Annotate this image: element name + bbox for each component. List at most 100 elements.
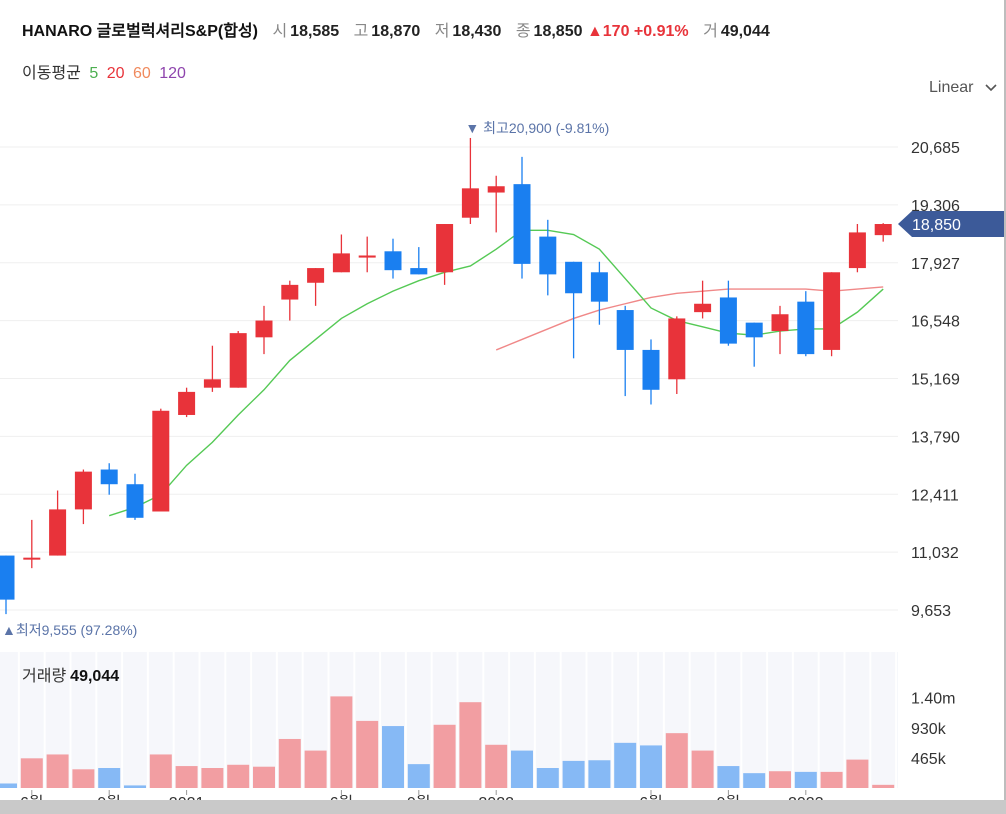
volume-bar bbox=[20, 758, 43, 788]
candle-body bbox=[616, 310, 634, 350]
candle-body bbox=[100, 469, 118, 485]
candle-body bbox=[74, 471, 92, 510]
price-tick-label: 11,032 bbox=[911, 545, 959, 562]
high-value: 18,870 bbox=[371, 23, 421, 40]
volume-bar bbox=[407, 764, 430, 788]
candle-body bbox=[49, 509, 67, 556]
scale-label: Linear bbox=[929, 79, 974, 96]
low-value: 18,430 bbox=[452, 23, 502, 40]
candle-body bbox=[642, 349, 660, 390]
last-price-badge bbox=[898, 211, 1004, 238]
x-tick-label: 2023 bbox=[788, 795, 824, 800]
volume-bar bbox=[485, 744, 508, 788]
price-tick-label: 13,790 bbox=[911, 429, 960, 446]
volume-bar bbox=[149, 754, 172, 788]
volume-bar bbox=[665, 733, 688, 788]
volume-bar bbox=[72, 769, 95, 788]
volume-bar bbox=[872, 784, 895, 788]
candle-body bbox=[461, 188, 479, 218]
price-tick-label: 9,653 bbox=[911, 603, 951, 620]
volume-bar bbox=[562, 760, 585, 788]
quote-header: HANARO 글로벌럭셔리S&P(합성) 시 18,585 고 18,870 저 18… bbox=[22, 17, 770, 41]
volume-bar bbox=[382, 726, 404, 788]
candle-body bbox=[694, 303, 712, 313]
volume-bar bbox=[769, 771, 791, 788]
x-tick-label: 6월 bbox=[330, 794, 354, 800]
price-tick-label: 15,169 bbox=[911, 372, 960, 389]
ma-legend-label: 이동평균 bbox=[22, 65, 81, 82]
volume-panel-title: 거래량 49,044 bbox=[22, 662, 119, 686]
volume-bar bbox=[356, 720, 379, 788]
candle-body bbox=[410, 268, 428, 275]
stock-name: HANARO 글로벌럭셔리S&P(합성) bbox=[22, 23, 258, 40]
volume-value: 49,044 bbox=[720, 23, 770, 40]
scale-dropdown[interactable]: Linear bbox=[929, 79, 998, 97]
candle-body bbox=[281, 284, 299, 300]
open-value: 18,585 bbox=[290, 23, 340, 40]
candle-body bbox=[178, 391, 196, 415]
price-tick-label: 19,306 bbox=[911, 198, 960, 215]
candle-body bbox=[848, 232, 866, 269]
volume-bar bbox=[175, 766, 198, 788]
volume-bar bbox=[201, 768, 224, 788]
volume-bar bbox=[640, 745, 662, 788]
candle-body bbox=[23, 557, 41, 560]
volume-bar bbox=[794, 771, 817, 788]
candle-body bbox=[771, 314, 789, 332]
candle-body bbox=[668, 318, 686, 380]
ma-20[interactable]: 20 bbox=[106, 65, 125, 82]
volume-bar bbox=[536, 768, 559, 788]
ma-legend[interactable]: 이동평균 5 20 60 120 bbox=[22, 59, 186, 83]
volume-bar bbox=[46, 754, 69, 788]
volume-bar bbox=[717, 766, 740, 788]
low-label: 저 bbox=[434, 23, 450, 40]
volume-bar bbox=[614, 742, 637, 788]
x-tick-label: 2022 bbox=[478, 795, 514, 800]
candle-body bbox=[487, 186, 505, 193]
ma-5[interactable]: 5 bbox=[89, 65, 99, 82]
close-value: 18,850 bbox=[533, 23, 583, 40]
candle-body bbox=[719, 297, 737, 344]
volume-bar bbox=[330, 696, 353, 788]
volume-panel-value: 49,044 bbox=[70, 668, 120, 685]
volume-bar bbox=[304, 750, 327, 788]
volume-bar bbox=[98, 768, 121, 788]
volume-bar bbox=[227, 764, 250, 788]
candle-body bbox=[565, 261, 583, 294]
candle-body bbox=[590, 272, 608, 302]
volume-bar bbox=[433, 724, 456, 788]
price-tick-label: 16,548 bbox=[911, 314, 960, 331]
volume-panel-label: 거래량 bbox=[22, 668, 67, 685]
volume-bar bbox=[588, 760, 611, 788]
volume-bar bbox=[0, 783, 17, 788]
last-price-label: 18,850 bbox=[912, 217, 961, 234]
volume-bar bbox=[511, 750, 533, 788]
high-label: 고 bbox=[353, 23, 369, 40]
x-tick-label: 9월 bbox=[97, 794, 121, 800]
ma5-line bbox=[108, 229, 884, 517]
volume-bar bbox=[820, 771, 843, 788]
volume-tick-label: 930k bbox=[911, 721, 947, 738]
x-tick-label: 2021 bbox=[169, 795, 205, 800]
ma-120[interactable]: 120 bbox=[159, 65, 186, 82]
open-label: 시 bbox=[272, 23, 288, 40]
candle-body bbox=[332, 253, 350, 273]
candle-body bbox=[0, 555, 15, 600]
candle-body bbox=[436, 224, 454, 273]
volume-label: 거 bbox=[703, 23, 718, 40]
ma-60[interactable]: 60 bbox=[132, 65, 151, 82]
candle-body bbox=[358, 255, 376, 258]
candle-body bbox=[307, 268, 325, 283]
x-tick-label: 9월 bbox=[717, 794, 741, 800]
volume-bar bbox=[846, 759, 869, 788]
x-tick-label: 6월 bbox=[639, 794, 663, 800]
candle-body bbox=[513, 184, 531, 264]
close-label: 종 bbox=[515, 23, 531, 40]
volume-tick-label: 1.40m bbox=[911, 691, 955, 708]
volume-bar bbox=[278, 738, 301, 788]
volume-bar bbox=[124, 785, 146, 788]
candle-body bbox=[823, 272, 841, 350]
candle-body bbox=[203, 379, 221, 388]
